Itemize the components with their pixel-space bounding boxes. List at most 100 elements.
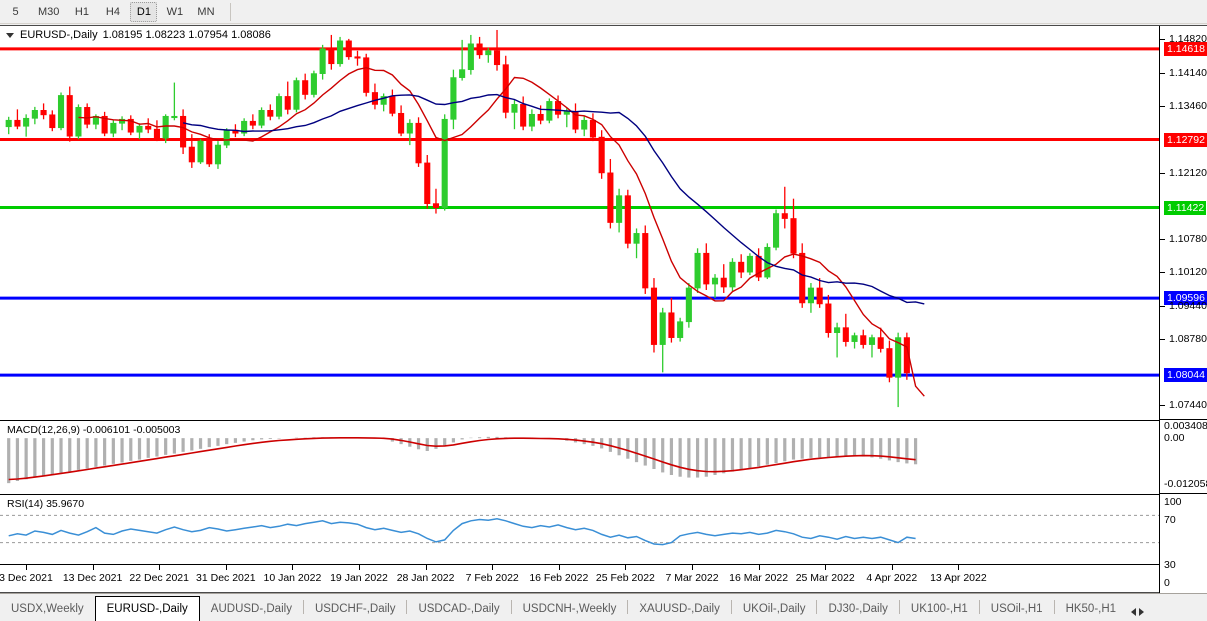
macd-axis-label: 0.003408	[1164, 420, 1207, 432]
rsi-svg	[0, 514, 1159, 546]
tab-separator	[406, 600, 408, 614]
rsi-axis-label: 100	[1164, 496, 1182, 508]
date-tick-label: 3 Dec 2021	[0, 572, 53, 584]
date-tick-label: 31 Dec 2021	[196, 572, 256, 584]
rsi-axis-label: 30	[1164, 559, 1176, 571]
price-tick-label: 1.12120	[1169, 166, 1207, 179]
chart-tab-xauusd--daily[interactable]: XAUUSD-,Daily	[639, 603, 720, 615]
date-tick-mark	[292, 565, 294, 570]
chart-tab-usdchf--daily[interactable]: USDCHF-,Daily	[314, 603, 396, 615]
chart-tab-usdx-weekly[interactable]: USDX,Weekly	[11, 603, 84, 615]
rsi-axis-label: 0	[1164, 577, 1170, 589]
tab-scroll-controls[interactable]	[1127, 608, 1149, 621]
rsi-label: RSI(14) 35.9670	[6, 498, 86, 510]
price-tick-mark	[1160, 338, 1165, 340]
price-tick-mark	[1160, 239, 1165, 241]
price-tick-label: 1.14820	[1169, 32, 1207, 45]
chart-tab-bar: USDX,Weekly EURUSD-,Daily AUDUSD-,Daily USD…	[0, 593, 1207, 621]
date-tick-mark	[958, 565, 960, 570]
tab-separator	[302, 600, 304, 614]
date-tick-label: 16 Feb 2022	[529, 572, 589, 584]
chart-frame: EURUSD-,Daily 1.08195 1.08223 1.07954 1.…	[0, 25, 1207, 594]
date-tick-mark	[758, 565, 760, 570]
macd-axis-label: -0.012058	[1164, 478, 1207, 490]
price-tick-label: 1.08780	[1169, 332, 1207, 345]
timeframe-button-m30[interactable]: M30	[38, 5, 60, 18]
axis-pane-separator	[1160, 493, 1207, 494]
price-tick-label: 1.13460	[1169, 100, 1207, 113]
date-tick-mark	[492, 565, 494, 570]
timeframe-button-h4[interactable]: H4	[105, 5, 120, 18]
date-tick-label: 13 Apr 2022	[930, 572, 987, 584]
date-tick-mark	[26, 565, 27, 570]
axis-pane-separator	[1160, 419, 1207, 420]
date-tick-mark	[425, 565, 427, 570]
chart-tab-usdcad--daily[interactable]: USDCAD-,Daily	[418, 603, 500, 615]
timeframe-button-5[interactable]: 5	[12, 5, 19, 18]
price-tick-mark	[1160, 272, 1165, 274]
chart-tab-hk50--h1[interactable]: HK50-,H1	[1065, 603, 1117, 615]
macd-axis-label: 0.00	[1164, 432, 1185, 444]
chart-plot-area[interactable]: EURUSD-,Daily 1.08195 1.08223 1.07954 1.…	[0, 26, 1160, 594]
date-tick-label: 28 Jan 2022	[396, 572, 455, 584]
date-tick-mark	[92, 565, 94, 570]
tab-separator	[1053, 600, 1055, 614]
price-pane	[0, 26, 1159, 418]
chart-tab-usdcnh--weekly[interactable]: USDCNH-,Weekly	[522, 603, 617, 615]
date-tick-label: 13 Dec 2021	[62, 572, 123, 584]
price-level-badge-blue[interactable]: 1.09596	[1164, 291, 1207, 306]
timeframe-button-h1[interactable]: H1	[74, 5, 89, 18]
price-tick-label: 1.14140	[1169, 66, 1207, 79]
price-level-badge-blue[interactable]: 1.08044	[1164, 368, 1207, 383]
macd-pane: MACD(12,26,9) -0.006101 -0.005003	[0, 420, 1159, 493]
date-tick-label: 7 Mar 2022	[665, 572, 719, 584]
tab-separator	[816, 600, 818, 614]
chart-tab-ukoil--daily[interactable]: UKOil-,Daily	[742, 603, 806, 615]
date-tick-mark	[625, 565, 627, 570]
date-axis: 3 Dec 2021 13 Dec 2021 22 Dec 2021 31 Dec 2…	[0, 564, 1159, 594]
timeframe-toolbar: 5 M30 H1 H4 D1 W1 MN	[0, 0, 1207, 24]
timeframe-button-mn[interactable]: MN	[197, 5, 215, 18]
date-tick-label: 4 Apr 2022	[866, 572, 918, 584]
date-tick-label: 25 Mar 2022	[795, 572, 855, 584]
date-tick-label: 16 Mar 2022	[729, 572, 789, 584]
price-tick-label: 1.07440	[1169, 399, 1207, 412]
rsi-pane: RSI(14) 35.9670	[0, 494, 1159, 563]
date-tick-mark	[558, 565, 560, 570]
date-tick-label: 22 Dec 2021	[129, 572, 189, 584]
timeframe-button-d1[interactable]: D1	[130, 1, 158, 22]
macd-svg	[7, 436, 918, 484]
price-tick-label: 1.10120	[1169, 266, 1207, 279]
chart-tab-audusd--daily[interactable]: AUDUSD-,Daily	[210, 603, 292, 615]
price-axis[interactable]: 1.14820 1.14618 1.14140 1.13460 1.12792 1.121…	[1160, 26, 1207, 594]
chart-ohlc-values: 1.08195 1.08223 1.07954 1.08086	[102, 29, 271, 41]
chart-tab-dj30--daily[interactable]: DJ30-,Daily	[828, 603, 888, 615]
price-level-badge-red[interactable]: 1.14618	[1164, 41, 1207, 56]
chart-tab-eurusd--daily[interactable]: EURUSD-,Daily	[94, 596, 200, 621]
scroll-left-icon[interactable]	[1131, 608, 1137, 616]
timeframe-button-w1[interactable]: W1	[166, 5, 184, 18]
scroll-right-icon[interactable]	[1139, 608, 1145, 616]
chart-symbol-label: EURUSD-,Daily	[20, 29, 98, 41]
date-tick-label: 7 Feb 2022	[465, 572, 519, 584]
date-tick-label: 19 Jan 2022	[330, 572, 388, 584]
price-level-badge-green[interactable]: 1.11422	[1164, 200, 1207, 215]
price-level-badge-red[interactable]: 1.12792	[1164, 132, 1207, 147]
chart-tab-usoil--h1[interactable]: USOil-,H1	[990, 603, 1043, 615]
price-tick-label: 1.09440	[1169, 299, 1207, 312]
price-tick-mark	[1160, 405, 1165, 407]
price-candlestick-svg	[0, 29, 1159, 408]
price-tick-mark	[1160, 172, 1165, 174]
chevron-down-icon[interactable]	[6, 32, 14, 38]
date-tick-label: 25 Feb 2022	[595, 572, 655, 584]
tab-separator	[978, 600, 980, 614]
toolbar-separator	[229, 2, 231, 21]
price-tick-label: 1.10780	[1169, 233, 1207, 246]
chart-symbol-header: EURUSD-,Daily 1.08195 1.08223 1.07954 1.…	[6, 29, 271, 41]
date-tick-mark	[692, 565, 693, 570]
date-tick-mark	[359, 565, 360, 570]
date-tick-mark	[159, 565, 161, 570]
chart-tab-uk100--h1[interactable]: UK100-,H1	[910, 603, 968, 615]
date-tick-mark	[825, 565, 827, 570]
